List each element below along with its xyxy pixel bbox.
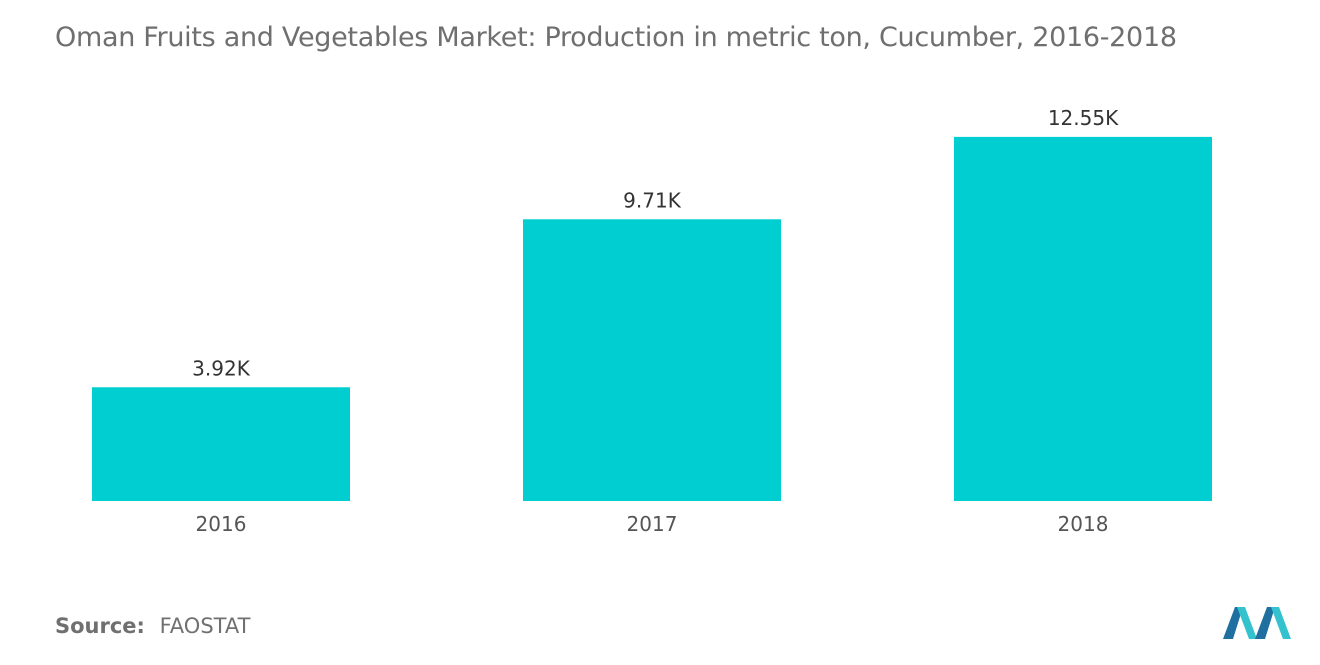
bar-2018 <box>954 136 1212 501</box>
mordor-logo-icon <box>1223 607 1291 639</box>
source-value: FAOSTAT <box>159 614 251 638</box>
bar-chart: 3.92K 2016 9.71K 2017 12.55K 2018 <box>92 106 1212 536</box>
data-label-2018: 12.55K <box>1048 106 1119 130</box>
source-line: Source: FAOSTAT <box>55 614 250 638</box>
data-label-2016: 3.92K <box>192 356 251 380</box>
source-label: Source: <box>55 614 145 638</box>
x-tick-label-2016: 2016 <box>196 512 247 536</box>
bar-2016 <box>92 387 350 501</box>
data-label-2017: 9.71K <box>623 188 682 212</box>
x-tick-label-2018: 2018 <box>1058 512 1109 536</box>
x-tick-label-2017: 2017 <box>627 512 678 536</box>
chart-title: Oman Fruits and Vegetables Market: Produ… <box>55 22 1177 53</box>
bar-2017 <box>523 219 781 502</box>
